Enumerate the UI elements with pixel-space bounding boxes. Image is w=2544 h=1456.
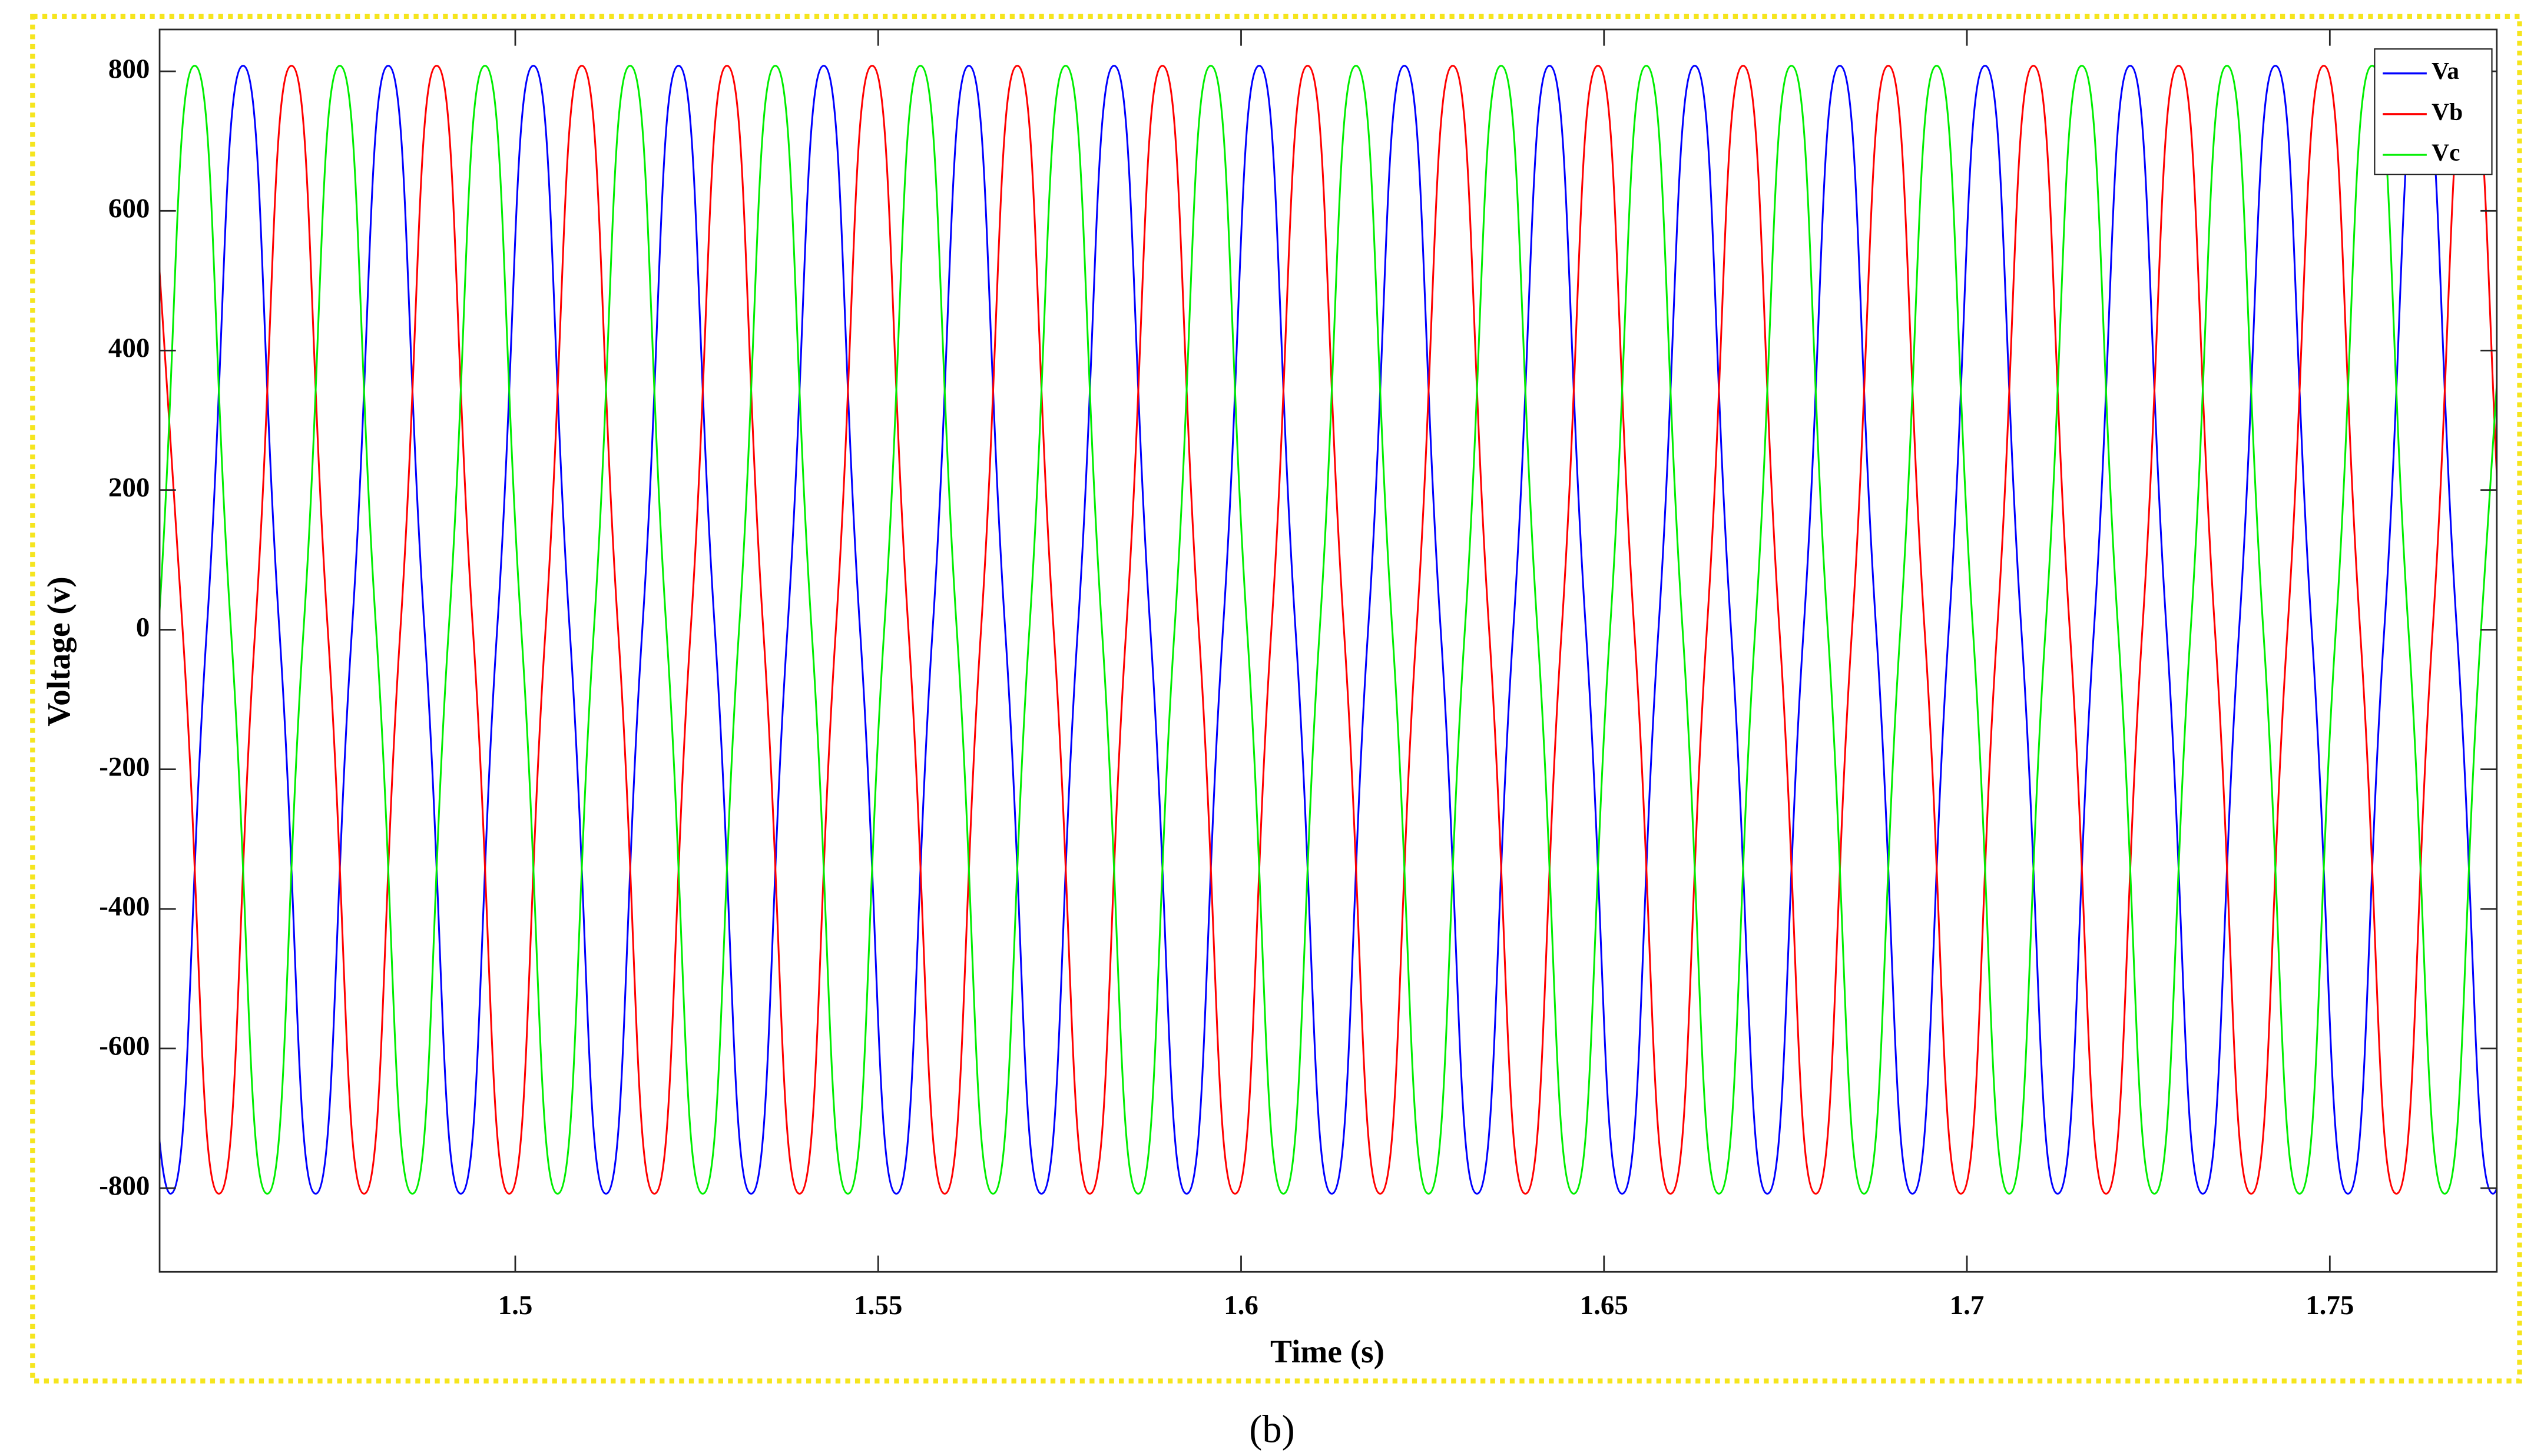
legend-label: Vb	[2432, 98, 2463, 125]
y-tick-label: 200	[108, 472, 150, 503]
y-tick-label: 400	[108, 333, 150, 363]
axes-box	[158, 28, 2498, 1273]
y-tick-label: 800	[108, 54, 150, 84]
x-axis-label: Time (s)	[1270, 1334, 1384, 1369]
x-tick-label: 1.75	[2306, 1290, 2354, 1321]
y-tick-label: -400	[99, 891, 150, 922]
plot-area	[160, 29, 2497, 1272]
series-line	[160, 65, 2497, 1195]
line-group	[160, 65, 2497, 1195]
x-tick-label: 1.5	[498, 1290, 533, 1321]
legend-box	[2374, 48, 2493, 175]
y-tick-label: 0	[136, 612, 150, 642]
legend-label: Vc	[2432, 138, 2460, 165]
x-tick-label: 1.65	[1580, 1290, 1628, 1321]
caption: (b)	[1249, 1408, 1294, 1451]
x-tick-label: 1.6	[1224, 1290, 1258, 1321]
y-tick-label: 600	[108, 193, 150, 224]
figure-border	[30, 14, 2522, 1384]
y-axis-label: Voltage (v)	[41, 576, 77, 726]
x-tick-label: 1.55	[854, 1290, 902, 1321]
series-line	[160, 65, 2497, 1195]
y-tick-label: -800	[99, 1170, 150, 1201]
y-tick-label: -200	[99, 751, 150, 782]
y-tick-label: -600	[99, 1031, 150, 1062]
legend-label: Va	[2432, 57, 2459, 84]
series-line	[160, 65, 2497, 1195]
x-tick-label: 1.7	[1950, 1290, 1985, 1321]
